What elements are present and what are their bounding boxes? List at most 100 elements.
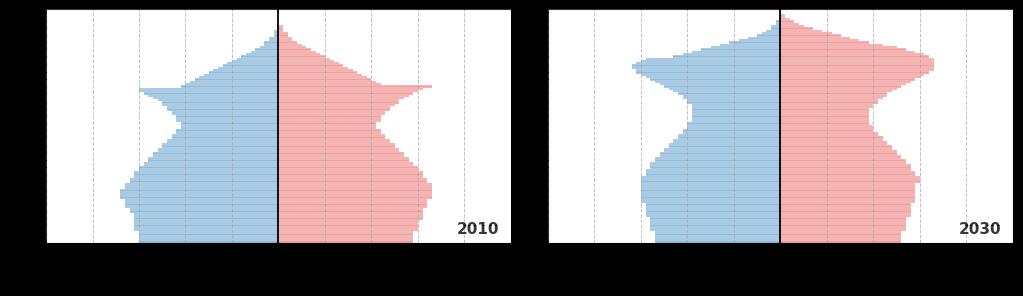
Bar (278, 180, 428, 183)
Bar (278, 183, 432, 185)
Bar (278, 34, 287, 37)
Bar (781, 234, 901, 236)
Bar (651, 166, 781, 169)
Bar (152, 155, 278, 157)
Bar (278, 231, 413, 234)
Bar (278, 99, 399, 102)
Bar (269, 39, 278, 41)
Bar (682, 132, 781, 134)
Bar (246, 53, 278, 55)
Bar (278, 120, 381, 122)
Bar (781, 92, 887, 94)
Bar (781, 222, 906, 224)
Bar (274, 30, 278, 32)
Bar (781, 39, 859, 41)
Bar (781, 173, 916, 176)
Bar (646, 169, 781, 171)
Bar (241, 55, 278, 57)
Bar (641, 74, 781, 76)
Bar (655, 234, 781, 236)
Bar (278, 176, 422, 178)
Bar (278, 141, 390, 143)
Bar (678, 134, 781, 136)
Bar (781, 69, 934, 71)
Bar (655, 231, 781, 234)
Bar (651, 229, 781, 231)
Bar (702, 48, 781, 51)
Bar (693, 51, 781, 53)
Bar (781, 150, 896, 152)
Bar (134, 173, 278, 176)
Bar (181, 122, 278, 125)
Bar (278, 166, 417, 169)
Bar (781, 90, 892, 92)
Bar (278, 215, 422, 217)
Bar (265, 44, 278, 46)
Bar (278, 132, 381, 134)
Bar (278, 83, 381, 85)
Bar (687, 99, 781, 102)
Bar (673, 55, 781, 57)
Bar (139, 238, 278, 240)
Bar (655, 236, 781, 238)
Bar (209, 71, 278, 74)
Bar (781, 201, 916, 203)
Bar (781, 134, 878, 136)
Bar (781, 169, 910, 171)
Bar (278, 30, 283, 32)
Bar (655, 157, 781, 159)
Bar (278, 171, 422, 173)
Bar (278, 185, 432, 187)
Bar (781, 65, 934, 67)
Bar (636, 71, 781, 74)
Bar (139, 236, 278, 238)
Bar (781, 236, 901, 238)
Bar (762, 32, 781, 34)
Bar (278, 76, 366, 78)
Bar (781, 157, 901, 159)
Bar (167, 106, 278, 108)
Bar (781, 20, 794, 23)
Bar (172, 136, 278, 139)
Bar (678, 136, 781, 139)
Bar (781, 125, 874, 127)
Bar (687, 122, 781, 125)
Bar (278, 111, 386, 113)
Bar (278, 78, 371, 81)
Bar (278, 187, 432, 189)
Bar (781, 141, 887, 143)
Bar (781, 143, 887, 145)
Bar (631, 65, 781, 67)
Bar (693, 115, 781, 118)
Bar (781, 217, 906, 220)
Bar (199, 76, 278, 78)
Bar (167, 139, 278, 141)
Bar (781, 46, 896, 48)
Bar (134, 224, 278, 226)
Bar (641, 194, 781, 197)
Text: 2030: 2030 (959, 222, 1002, 237)
Bar (278, 106, 390, 108)
Bar (176, 129, 278, 132)
Bar (641, 199, 781, 201)
Bar (781, 213, 910, 215)
Bar (781, 120, 869, 122)
Bar (781, 176, 920, 178)
Bar (181, 127, 278, 129)
Bar (781, 155, 901, 157)
Bar (236, 57, 278, 60)
Text: Miehet (Tuhansia): Miehet (Tuhansia) (116, 266, 209, 276)
Bar (766, 30, 781, 32)
Bar (781, 139, 883, 141)
Bar (278, 150, 399, 152)
Bar (278, 28, 283, 30)
Bar (781, 25, 804, 28)
Bar (655, 81, 781, 83)
Bar (655, 159, 781, 162)
Bar (194, 78, 278, 81)
Bar (646, 208, 781, 210)
Bar (204, 74, 278, 76)
Bar (278, 197, 432, 199)
Bar (781, 166, 910, 169)
Bar (278, 136, 386, 139)
